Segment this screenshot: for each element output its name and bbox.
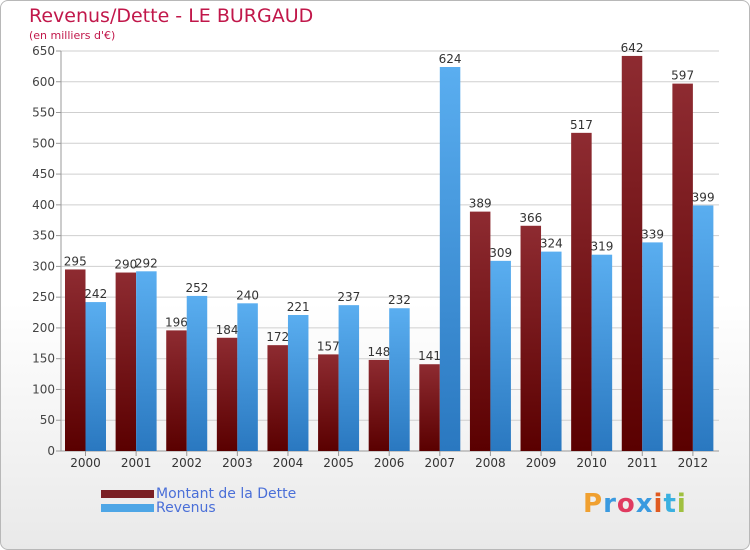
legend-swatch-dette: [101, 490, 154, 498]
bar-value-label: 309: [489, 246, 512, 260]
bar-revenus: [237, 303, 258, 451]
bar-revenus: [287, 315, 309, 451]
bar-dette: [520, 225, 542, 451]
y-tick-label: 250: [32, 290, 55, 304]
bar-dette: [672, 83, 693, 451]
bar-dette: [318, 354, 339, 451]
y-tick-label: 0: [47, 444, 55, 458]
y-tick-label: 350: [32, 229, 55, 243]
proxiti-logo: Proxiti: [583, 489, 687, 519]
bar-value-label: 290: [114, 258, 137, 272]
y-tick-label: 400: [32, 198, 55, 212]
y-tick-label: 550: [32, 106, 55, 120]
x-tick-label: 2009: [526, 456, 557, 470]
logo-letter: t: [663, 489, 677, 519]
bar-revenus: [186, 295, 208, 451]
bar-value-label: 252: [186, 281, 209, 295]
x-tick-label: 2012: [678, 456, 709, 470]
y-tick-label: 450: [32, 167, 55, 181]
x-tick-label: 2011: [627, 456, 658, 470]
bar-value-label: 389: [469, 197, 492, 211]
x-tick-label: 2003: [222, 456, 253, 470]
bar-value-label: 642: [621, 41, 644, 55]
y-tick-label: 200: [32, 321, 55, 335]
bar-value-label: 172: [266, 330, 289, 344]
bar-revenus: [692, 205, 714, 451]
bar-value-label: 141: [418, 349, 441, 363]
bar-value-label: 292: [135, 256, 158, 270]
bar-value-label: 624: [439, 52, 462, 66]
bar-value-label: 517: [570, 118, 593, 132]
bar-revenus: [389, 308, 410, 451]
bar-dette: [621, 55, 643, 452]
x-tick-label: 2008: [475, 456, 506, 470]
logo-letter: i: [653, 489, 664, 519]
logo-letter: P: [583, 489, 604, 519]
bar-value-label: 196: [165, 315, 188, 329]
bar-revenus: [85, 302, 106, 451]
bar-value-label: 366: [519, 211, 542, 225]
chart-title: Revenus/Dette - LE BURGAUD: [29, 5, 314, 27]
bar-dette: [115, 272, 137, 451]
bar-value-label: 399: [692, 190, 715, 204]
bar-value-label: 295: [64, 254, 87, 268]
y-tick-label: 50: [40, 413, 55, 427]
bar-dette: [216, 337, 238, 451]
x-tick-label: 2005: [323, 456, 354, 470]
y-tick-label: 100: [32, 382, 55, 396]
bar-dette: [368, 359, 390, 451]
bar-dette: [469, 211, 491, 451]
bar-value-label: 339: [641, 227, 664, 241]
chart-subtitle: (en milliers d'€): [29, 29, 116, 42]
y-tick-label: 600: [32, 75, 55, 89]
bar-value-label: 232: [388, 293, 411, 307]
bar-value-label: 237: [337, 290, 360, 304]
bar-value-label: 324: [540, 237, 563, 251]
bar-value-label: 597: [671, 69, 694, 83]
bar-revenus: [642, 242, 663, 451]
bar-dette: [267, 345, 288, 451]
legend-item-revenus: Revenus: [101, 500, 216, 516]
y-tick-label: 150: [32, 352, 55, 366]
bar-dette: [571, 132, 592, 451]
bar-revenus: [541, 251, 562, 451]
legend-swatch-revenus: [101, 504, 154, 512]
x-tick-label: 2010: [576, 456, 607, 470]
x-tick-label: 2004: [273, 456, 304, 470]
legend-label-dette: Montant de la Dette: [156, 486, 297, 502]
bar-revenus: [591, 254, 613, 451]
bar-value-label: 319: [590, 240, 613, 254]
x-tick-label: 2006: [374, 456, 405, 470]
bar-dette: [419, 364, 440, 451]
x-tick-label: 2007: [425, 456, 456, 470]
bar-value-label: 148: [367, 345, 390, 359]
bar-revenus: [439, 67, 461, 451]
y-tick-label: 500: [32, 136, 55, 150]
y-tick-label: 300: [32, 259, 55, 273]
bar-dette: [166, 330, 187, 451]
bar-value-label: 184: [216, 323, 239, 337]
bar-revenus: [490, 260, 511, 451]
y-tick-label: 650: [32, 44, 55, 58]
x-tick-label: 2002: [171, 456, 202, 470]
bar-value-label: 221: [287, 300, 310, 314]
logo-letter: x: [635, 489, 654, 519]
logo-letter: i: [676, 489, 687, 519]
bar-value-label: 240: [236, 288, 259, 302]
bar-dette: [65, 269, 86, 451]
bar-value-label: 157: [317, 339, 340, 353]
x-tick-label: 2000: [70, 456, 101, 470]
bar-value-label: 242: [84, 287, 107, 301]
bar-revenus: [338, 305, 360, 451]
logo-letter: r: [603, 489, 617, 519]
bar-revenus: [136, 271, 157, 451]
x-tick-label: 2001: [121, 456, 152, 470]
logo-letter: o: [616, 489, 636, 519]
legend-label-revenus: Revenus: [156, 500, 216, 516]
legend-item-dette: Montant de la Dette: [101, 486, 296, 502]
